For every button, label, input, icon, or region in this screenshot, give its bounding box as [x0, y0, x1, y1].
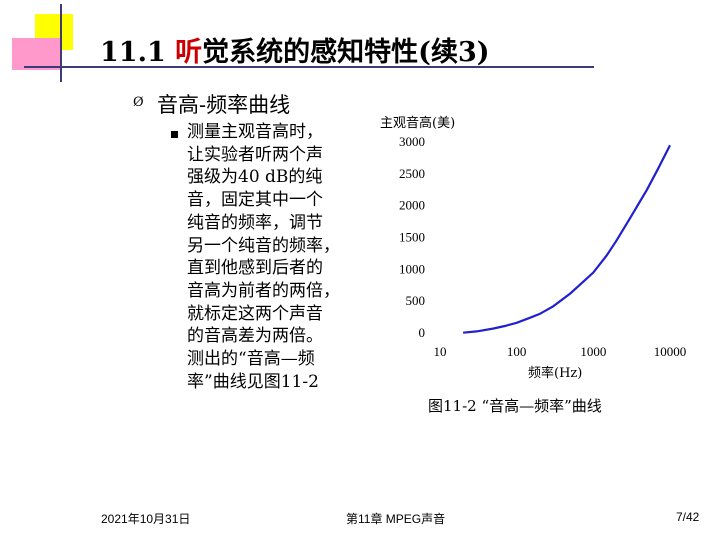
paragraph-line: 音高为前者的两倍， — [187, 280, 340, 301]
paragraph-line: 的音高差为两倍。 — [187, 326, 323, 347]
title-highlight: 听 — [175, 37, 203, 68]
x-tick-label: 10000 — [654, 344, 687, 359]
x-tick-label: 10 — [434, 344, 447, 359]
paragraph-line: 另一个纯音的频率， — [187, 235, 340, 256]
title-prefix: 11.1 — [100, 37, 176, 68]
pitch-frequency-chart: 主观音高(美) 频率(Hz) 050010001500200025003000 … — [380, 115, 687, 381]
x-tick-label: 100 — [507, 344, 527, 359]
decor-horizontal-rule — [24, 66, 594, 68]
y-tick-label: 3000 — [399, 134, 425, 149]
description-paragraph: 测量主观音高时， 让实验者听两个声 强级为40 dB的纯 音，固定其中一个 纯音… — [187, 121, 365, 393]
y-tick-label: 1000 — [399, 261, 425, 276]
decor-vertical-rule — [60, 4, 62, 82]
y-tick-label: 2000 — [399, 198, 425, 213]
y-tick-label: 1500 — [399, 230, 425, 245]
figure-caption: 图11-2 “音高—频率”曲线 — [428, 397, 602, 415]
paragraph-line: 直到他感到后者的 — [187, 258, 323, 279]
paragraph-line: 测量主观音高时， — [187, 122, 323, 142]
footer-page-number: 7/42 — [676, 510, 700, 524]
paragraph-line: 测出的“音高—频 — [187, 349, 315, 370]
arrow-bullet-icon: Ø — [133, 95, 144, 110]
paragraph-line: 让实验者听两个声 — [187, 144, 323, 165]
paragraph-line: 音，固定其中一个 — [187, 190, 323, 211]
paragraph-line: 纯音的频率，调节 — [187, 212, 323, 233]
paragraph-line: 率”曲线见图11-2 — [187, 371, 319, 392]
paragraph-line: 就标定这两个声音 — [187, 303, 323, 324]
x-tick-label: 1000 — [580, 344, 606, 359]
y-tick-label: 500 — [406, 293, 426, 308]
title-suffix: 觉系统的感知特性(续3) — [202, 37, 490, 68]
y-axis-label: 主观音高(美) — [380, 115, 455, 131]
y-tick-label: 0 — [419, 325, 426, 340]
footer-chapter: 第11章 MPEG声音 — [346, 512, 446, 526]
y-tick-labels: 0 500 1000 1500 2000 2500 3000 — [399, 134, 425, 340]
decor-pink-square — [12, 38, 60, 70]
slide-title: 11.1 听觉系统的感知特性(续3) — [100, 30, 490, 69]
pitch-curve — [462, 144, 671, 334]
footer-date: 2021年10月31日 — [101, 512, 191, 526]
paragraph-line: 强级为40 dB的纯 — [187, 167, 323, 188]
square-bullet-icon — [171, 131, 178, 138]
x-axis-label: 频率(Hz) — [528, 365, 582, 381]
y-tick-label: 2500 — [399, 166, 425, 181]
x-tick-labels: 10 100 1000 10000 — [434, 344, 687, 359]
section-heading: 音高-频率曲线 — [157, 93, 291, 117]
